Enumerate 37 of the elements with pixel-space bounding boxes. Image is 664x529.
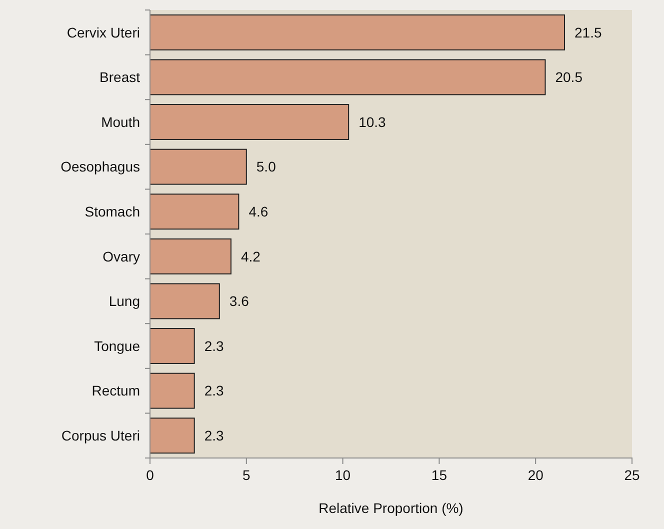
data-label: 20.5 [555,69,583,86]
bar [150,238,232,274]
data-label: 2.3 [204,338,224,354]
bar [150,194,240,230]
y-tick-label: Tongue [94,338,140,354]
y-tick-label: Rectum [92,382,140,399]
x-tick-label: 5 [242,466,250,483]
x-tick-label: 10 [335,466,351,483]
y-tick-label: Lung [108,293,140,310]
data-label: 5.0 [256,158,276,175]
x-axis-title: Relative Proportion (%) [318,500,464,516]
bar [150,148,247,185]
y-tick-label: Ovary [102,248,140,264]
x-tick-label: 15 [431,466,448,483]
y-tick-label: Breast [100,69,140,86]
bar [150,14,566,50]
y-tick-label: Stomach [84,204,140,220]
y-tick-label: Corpus Uteri [61,428,140,444]
y-tick-label: Cervix Uteri [66,24,140,40]
bar [150,418,195,454]
bar [150,283,220,320]
bar [150,372,195,409]
data-label: 3.6 [229,293,250,310]
x-tick-label: 25 [624,466,640,483]
y-tick-label: Mouth [101,114,140,130]
x-tick-label: 0 [146,466,154,483]
bar [150,59,546,96]
bar [150,328,195,364]
x-tick-label: 20 [528,466,544,483]
data-label: 4.6 [248,204,268,220]
data-label: 2.3 [204,428,224,444]
data-label: 4.2 [240,248,261,264]
y-tick-label: Oesophagus [60,158,140,175]
data-label: 21.5 [574,24,602,40]
data-label: 10.3 [358,114,386,130]
bar [150,104,350,140]
data-label: 2.3 [204,382,224,399]
